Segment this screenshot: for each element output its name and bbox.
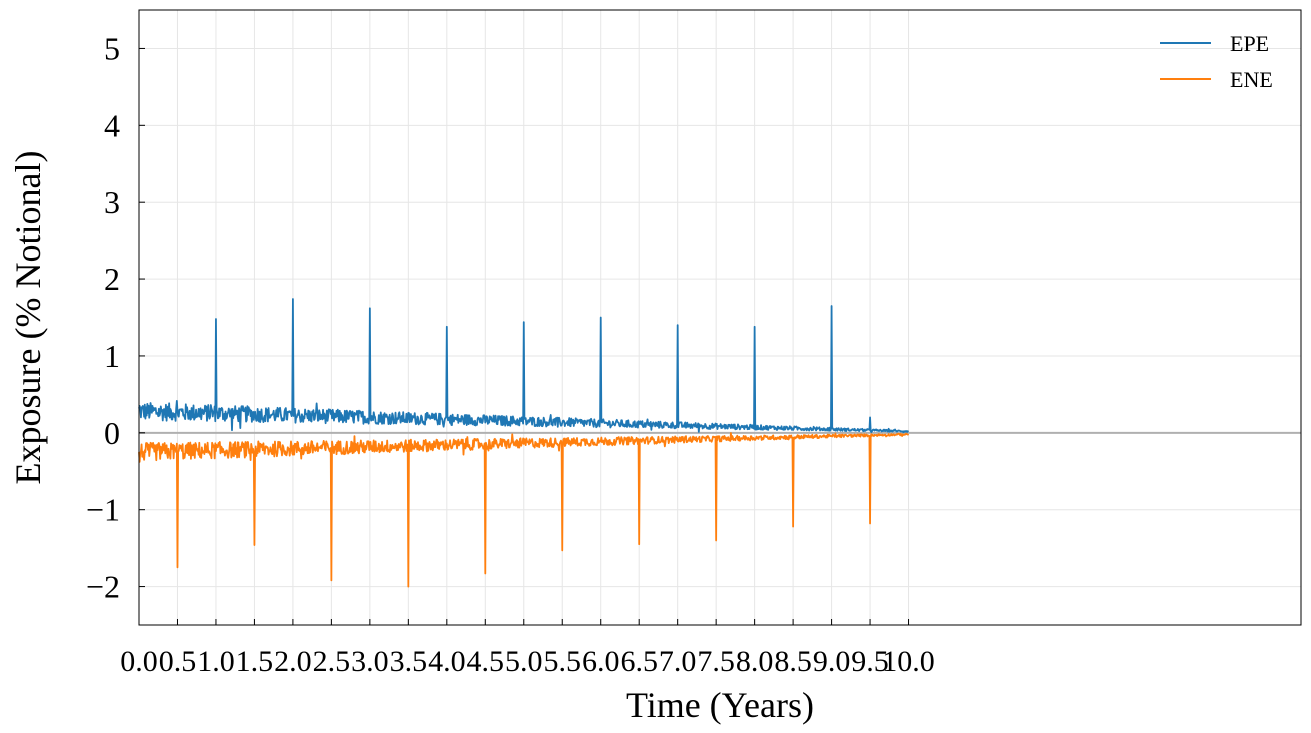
x-tick-label: 8.0 bbox=[736, 645, 774, 678]
series-line-ene bbox=[138, 432, 910, 588]
x-tick-label: 8.5 bbox=[774, 645, 812, 678]
x-tick-label: 3.0 bbox=[351, 645, 389, 678]
x-axis-ticks: 0.0 0.5 1.0 1.5 2.0 2.5 3.0 3.5 4.0 4.5 5.0 5.5 6.0 6… bbox=[120, 619, 935, 678]
y-tick-label: 0 bbox=[104, 415, 120, 451]
x-tick-label: 6.5 bbox=[620, 645, 658, 678]
x-tick-label: 5.0 bbox=[505, 645, 543, 678]
x-tick-label: 4.5 bbox=[467, 645, 505, 678]
y-tick-label: 3 bbox=[104, 184, 120, 220]
x-tick-label: 3.5 bbox=[390, 645, 428, 678]
series-line-epe bbox=[138, 298, 909, 434]
y-tick-label: 1 bbox=[104, 338, 120, 374]
x-tick-label: 1.0 bbox=[197, 645, 235, 678]
y-tick-label: 4 bbox=[104, 107, 120, 143]
x-tick-label: 4.0 bbox=[428, 645, 466, 678]
y-axis-label: Exposure (% Notional) bbox=[8, 151, 48, 485]
x-tick-label: 2.5 bbox=[313, 645, 351, 678]
x-tick-label: 0.0 bbox=[120, 645, 158, 678]
x-tick-label: 9.0 bbox=[813, 645, 851, 678]
series-layer bbox=[138, 298, 910, 588]
legend-label-epe: EPE bbox=[1230, 31, 1269, 56]
x-axis-label: Time (Years) bbox=[626, 685, 814, 725]
x-tick-label: 6.0 bbox=[582, 645, 620, 678]
plot-frame bbox=[138, 9, 1302, 626]
x-tick-label: 7.0 bbox=[659, 645, 697, 678]
x-tick-label: 7.5 bbox=[697, 645, 735, 678]
y-tick-label: −1 bbox=[86, 492, 120, 528]
x-tick-label: 1.5 bbox=[236, 645, 274, 678]
x-tick-label: 9.5 bbox=[851, 645, 889, 678]
x-tick-label: 0.5 bbox=[159, 645, 197, 678]
x-tick-label: 10.0 bbox=[882, 645, 935, 678]
y-axis-ticks: −2 −1 0 1 2 3 4 5 bbox=[86, 30, 145, 605]
x-tick-label: 2.0 bbox=[274, 645, 312, 678]
legend: EPE ENE bbox=[1160, 31, 1273, 92]
y-tick-label: 5 bbox=[104, 30, 120, 66]
y-tick-label: 2 bbox=[104, 261, 120, 297]
x-tick-label: 5.5 bbox=[543, 645, 581, 678]
y-tick-label: −2 bbox=[86, 569, 120, 605]
grid-lines bbox=[138, 10, 1301, 625]
legend-label-ene: ENE bbox=[1230, 67, 1273, 92]
